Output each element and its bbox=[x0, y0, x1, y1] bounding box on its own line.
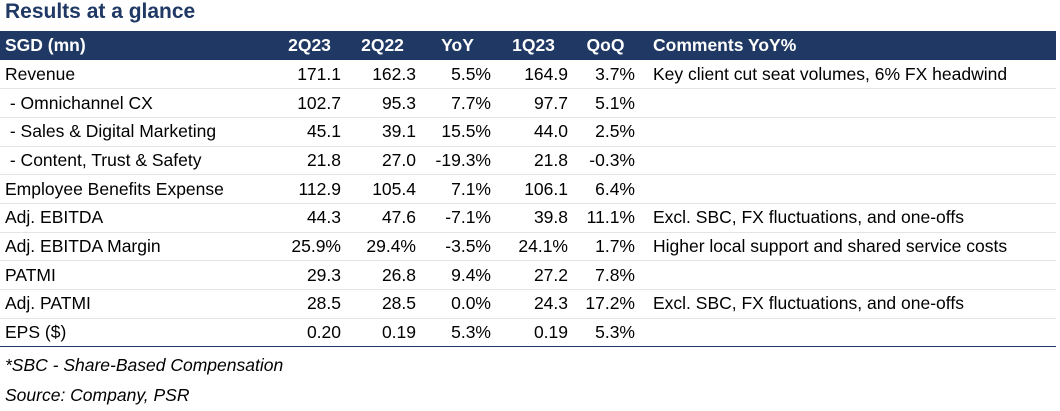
cell-yoy: 0.0% bbox=[420, 289, 495, 319]
cell-comment bbox=[639, 174, 1056, 204]
table-row: - Sales & Digital Marketing 45.1 39.1 15.5%… bbox=[0, 117, 1056, 147]
table-row: EPS ($) 0.20 0.19 5.3% 0.19 5.3% bbox=[0, 318, 1056, 348]
cell-1q23: 164.9 bbox=[495, 60, 572, 90]
cell-comment bbox=[639, 88, 1056, 118]
cell-yoy: 15.5% bbox=[420, 117, 495, 147]
table-row: - Content, Trust & Safety 21.8 27.0 -19.3% 2… bbox=[0, 146, 1056, 176]
table-row: Adj. PATMI 28.5 28.5 0.0% 24.3 17.2% Excl. SBC… bbox=[0, 289, 1056, 319]
cell-yoy: 7.7% bbox=[420, 88, 495, 118]
row-label: - Content, Trust & Safety bbox=[0, 146, 274, 176]
row-label: PATMI bbox=[0, 260, 274, 290]
cell-yoy: -19.3% bbox=[420, 146, 495, 176]
cell-qoq: 3.7% bbox=[572, 60, 639, 90]
cell-qoq: 5.1% bbox=[572, 88, 639, 118]
table-row: Employee Benefits Expense 112.9 105.4 7.1% 1… bbox=[0, 174, 1056, 204]
cell-2q22: 95.3 bbox=[345, 88, 420, 118]
page-title: Results at a glance bbox=[5, 0, 196, 23]
table-header-row: SGD (mn) 2Q23 2Q22 YoY 1Q23 QoQ Comments… bbox=[0, 31, 1056, 60]
cell-1q23: 24.1% bbox=[495, 232, 572, 262]
cell-2q23: 44.3 bbox=[274, 203, 345, 233]
cell-comment bbox=[639, 146, 1056, 176]
cell-2q23: 112.9 bbox=[274, 174, 345, 204]
column-header: YoY bbox=[441, 35, 474, 55]
cell-yoy: 5.3% bbox=[420, 318, 495, 348]
table-row: - Omnichannel CX 102.7 95.3 7.7% 97.7 5.1% bbox=[0, 88, 1056, 118]
row-label: - Omnichannel CX bbox=[0, 88, 274, 118]
cell-1q23: 21.8 bbox=[495, 146, 572, 176]
cell-qoq: 11.1% bbox=[572, 203, 639, 233]
cell-2q23: 21.8 bbox=[274, 146, 345, 176]
table-body: Revenue 171.1 162.3 5.5% 164.9 3.7% Key client… bbox=[0, 60, 1056, 348]
cell-comment bbox=[639, 318, 1056, 348]
cell-2q23: 29.3 bbox=[274, 260, 345, 290]
cell-yoy: -7.1% bbox=[420, 203, 495, 233]
cell-qoq: -0.3% bbox=[572, 146, 639, 176]
cell-2q23: 0.20 bbox=[274, 318, 345, 348]
cell-comment: Key client cut seat volumes, 6% FX headw… bbox=[639, 60, 1056, 90]
cell-comment: Excl. SBC, FX fluctuations, and one-offs bbox=[639, 289, 1056, 319]
table-row: Adj. EBITDA Margin 25.9% 29.4% -3.5% 24.1% 1.… bbox=[0, 232, 1056, 262]
cell-2q23: 102.7 bbox=[274, 88, 345, 118]
row-label: Revenue bbox=[0, 60, 274, 90]
column-header: 1Q23 bbox=[512, 35, 555, 55]
cell-2q22: 162.3 bbox=[345, 60, 420, 90]
cell-qoq: 7.8% bbox=[572, 260, 639, 290]
row-label: - Sales & Digital Marketing bbox=[0, 117, 274, 147]
cell-2q22: 105.4 bbox=[345, 174, 420, 204]
cell-1q23: 39.8 bbox=[495, 203, 572, 233]
cell-2q22: 27.0 bbox=[345, 146, 420, 176]
footnote-source: Source: Company, PSR bbox=[5, 385, 190, 405]
cell-1q23: 106.1 bbox=[495, 174, 572, 204]
cell-2q22: 39.1 bbox=[345, 117, 420, 147]
column-header: Comments YoY% bbox=[653, 35, 797, 55]
column-header: 2Q22 bbox=[361, 35, 404, 55]
cell-qoq: 2.5% bbox=[572, 117, 639, 147]
cell-2q23: 28.5 bbox=[274, 289, 345, 319]
cell-2q22: 29.4% bbox=[345, 232, 420, 262]
cell-2q22: 0.19 bbox=[345, 318, 420, 348]
cell-1q23: 27.2 bbox=[495, 260, 572, 290]
cell-yoy: -3.5% bbox=[420, 232, 495, 262]
cell-yoy: 5.5% bbox=[420, 60, 495, 90]
results-table: SGD (mn) 2Q23 2Q22 YoY 1Q23 QoQ Comments… bbox=[0, 31, 1056, 348]
cell-qoq: 17.2% bbox=[572, 289, 639, 319]
cell-1q23: 97.7 bbox=[495, 88, 572, 118]
row-label: EPS ($) bbox=[0, 318, 274, 348]
cell-1q23: 24.3 bbox=[495, 289, 572, 319]
row-label: Adj. EBITDA Margin bbox=[0, 232, 274, 262]
cell-1q23: 44.0 bbox=[495, 117, 572, 147]
cell-2q22: 26.8 bbox=[345, 260, 420, 290]
column-header: 2Q23 bbox=[288, 35, 331, 55]
row-label: Adj. EBITDA bbox=[0, 203, 274, 233]
table-row: Revenue 171.1 162.3 5.5% 164.9 3.7% Key client… bbox=[0, 60, 1056, 90]
row-label: Adj. PATMI bbox=[0, 289, 274, 319]
cell-qoq: 6.4% bbox=[572, 174, 639, 204]
cell-2q23: 45.1 bbox=[274, 117, 345, 147]
cell-comment bbox=[639, 117, 1056, 147]
cell-yoy: 7.1% bbox=[420, 174, 495, 204]
cell-2q22: 28.5 bbox=[345, 289, 420, 319]
cell-comment: Excl. SBC, FX fluctuations, and one-offs bbox=[639, 203, 1056, 233]
cell-yoy: 9.4% bbox=[420, 260, 495, 290]
footnote-sbc: *SBC - Share-Based Compensation bbox=[5, 355, 284, 375]
cell-qoq: 5.3% bbox=[572, 318, 639, 348]
table-row: Adj. EBITDA 44.3 47.6 -7.1% 39.8 11.1% Excl. S… bbox=[0, 203, 1056, 233]
cell-qoq: 1.7% bbox=[572, 232, 639, 262]
cell-2q23: 25.9% bbox=[274, 232, 345, 262]
cell-comment bbox=[639, 260, 1056, 290]
table-row: PATMI 29.3 26.8 9.4% 27.2 7.8% bbox=[0, 260, 1056, 290]
column-header: SGD (mn) bbox=[5, 35, 86, 55]
cell-2q22: 47.6 bbox=[345, 203, 420, 233]
column-header: QoQ bbox=[586, 35, 625, 55]
cell-1q23: 0.19 bbox=[495, 318, 572, 348]
cell-comment: Higher local support and shared service … bbox=[639, 232, 1056, 262]
row-label: Employee Benefits Expense bbox=[0, 174, 274, 204]
cell-2q23: 171.1 bbox=[274, 60, 345, 90]
